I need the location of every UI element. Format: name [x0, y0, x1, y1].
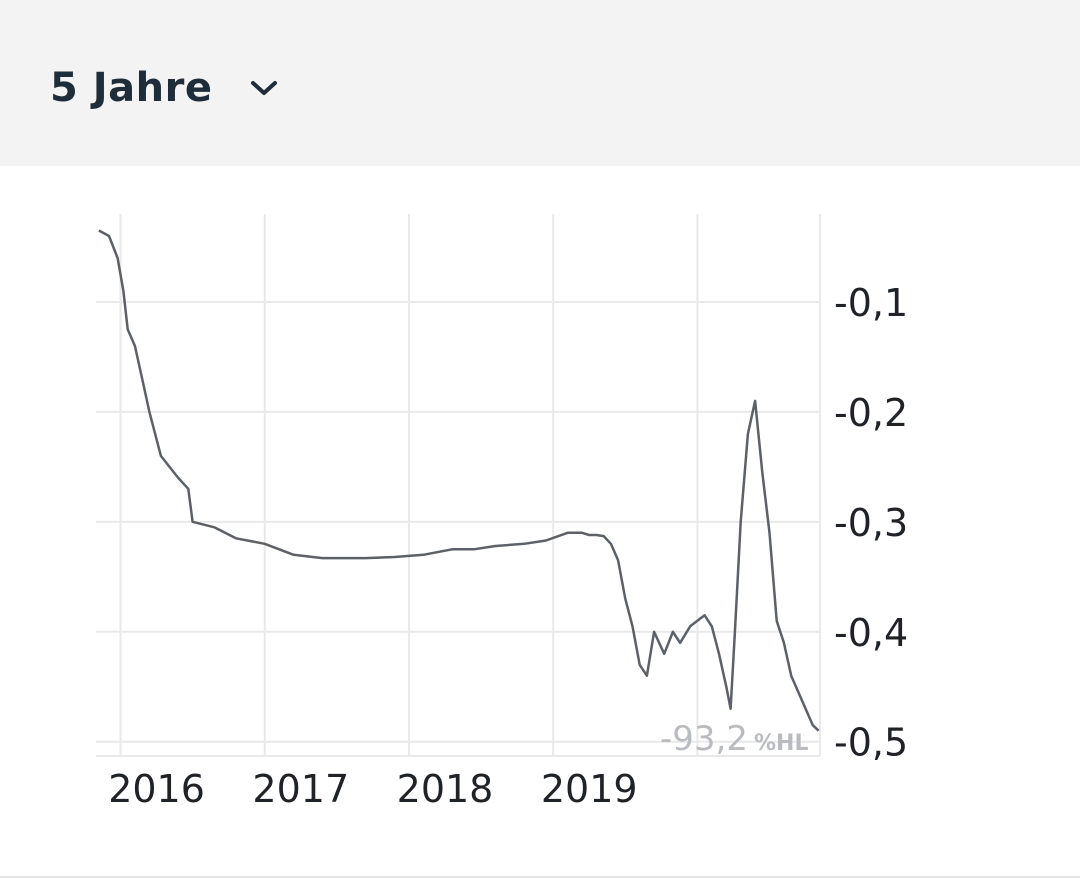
x-tick-label: 2017: [252, 767, 349, 811]
y-tick-label: -0,1: [834, 281, 908, 325]
performance-value: -93,2: [660, 719, 748, 759]
chart-area: -0,1 -0,2 -0,3 -0,4 -0,5 2016 2017 2018 2019 -93,…: [0, 166, 1080, 878]
y-tick-label: -0,4: [834, 611, 908, 655]
line-chart: -0,1 -0,2 -0,3 -0,4 -0,5 2016 2017 2018 2019 -93,…: [96, 214, 908, 811]
series-line: [98, 229, 820, 732]
chevron-down-icon[interactable]: [250, 79, 278, 97]
performance-unit: %HL: [754, 731, 808, 756]
x-tick-label: 2016: [108, 767, 205, 811]
period-select[interactable]: 5 Jahre: [50, 58, 278, 118]
header: 5 Jahre: [0, 0, 1080, 166]
x-tick-label: 2018: [397, 767, 494, 811]
y-tick-label: -0,5: [834, 721, 908, 765]
y-tick-label: -0,2: [834, 391, 908, 435]
bottom-divider: [0, 876, 1080, 878]
period-label: 5 Jahre: [50, 65, 213, 111]
y-tick-label: -0,3: [834, 501, 908, 545]
x-tick-label: 2019: [541, 767, 638, 811]
